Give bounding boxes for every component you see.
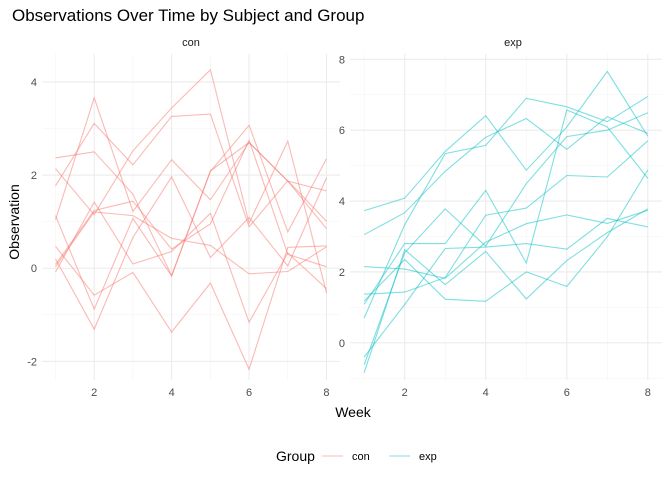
series-line-con-8 [55, 201, 327, 324]
x-tick-label: 2 [402, 387, 408, 399]
series-line-con-7 [55, 211, 327, 275]
lines-exp [363, 70, 649, 373]
y-tick-label: 2 [339, 267, 345, 279]
series-line-exp-6 [364, 70, 649, 212]
series-line-con-3 [55, 113, 327, 228]
y-ticks-exp: 0 2 4 6 8 [339, 54, 345, 349]
series-line-exp-2 [363, 208, 649, 373]
y-tick-label: 8 [339, 54, 345, 66]
grid-con [42, 54, 340, 380]
y-tick-label: 0 [31, 263, 37, 275]
series-line-con-6 [55, 124, 327, 278]
series-line-con-1 [55, 175, 328, 331]
legend-label-exp: exp [419, 451, 437, 463]
y-tick-label: 4 [31, 77, 37, 89]
chart-title: Observations Over Time by Subject and Gr… [12, 6, 364, 25]
y-axis-title: Observation [6, 184, 22, 259]
series-line-exp-10 [363, 109, 649, 305]
y-tick-label: 0 [339, 338, 345, 350]
y-tick-label: 2 [31, 170, 37, 182]
series-line-exp-7 [363, 169, 649, 302]
x-tick-label: 6 [564, 387, 570, 399]
series-line-con-9 [55, 138, 327, 268]
series-line-exp-1 [363, 116, 649, 236]
strip-label-con: con [182, 37, 200, 49]
series-line-con-10 [55, 68, 328, 294]
x-tick-label: 4 [483, 387, 489, 399]
series-line-con-5 [55, 245, 327, 371]
legend: Group con exp [276, 448, 437, 464]
panel-exp: exp 2 4 6 8 0 2 4 6 8 [339, 37, 662, 399]
legend-label-con: con [352, 451, 370, 463]
strip-label-exp: exp [504, 37, 522, 49]
x-tick-label: 2 [91, 387, 97, 399]
legend-title: Group [276, 448, 315, 464]
x-ticks-con: 2 4 6 8 [91, 387, 329, 399]
series-line-exp-8 [364, 140, 649, 295]
x-tick-label: 4 [169, 387, 175, 399]
x-ticks-exp: 2 4 6 8 [402, 387, 651, 399]
series-line-exp-4 [363, 112, 649, 365]
x-tick-label: 8 [323, 387, 329, 399]
y-tick-label: -2 [27, 356, 37, 368]
x-tick-label: 6 [246, 387, 252, 399]
y-tick-label: 6 [339, 125, 345, 137]
lines-con [54, 68, 328, 371]
panel-con: con 2 4 6 8 -2 0 2 4 [27, 37, 340, 399]
series-line-con-4 [54, 96, 327, 229]
y-tick-label: 4 [339, 196, 345, 208]
y-ticks-con: -2 0 2 4 [27, 77, 37, 368]
series-line-exp-5 [363, 96, 649, 319]
series-line-exp-9 [363, 217, 648, 358]
x-axis-title: Week [335, 404, 372, 420]
x-tick-label: 8 [645, 387, 651, 399]
series-line-exp-3 [364, 209, 648, 279]
